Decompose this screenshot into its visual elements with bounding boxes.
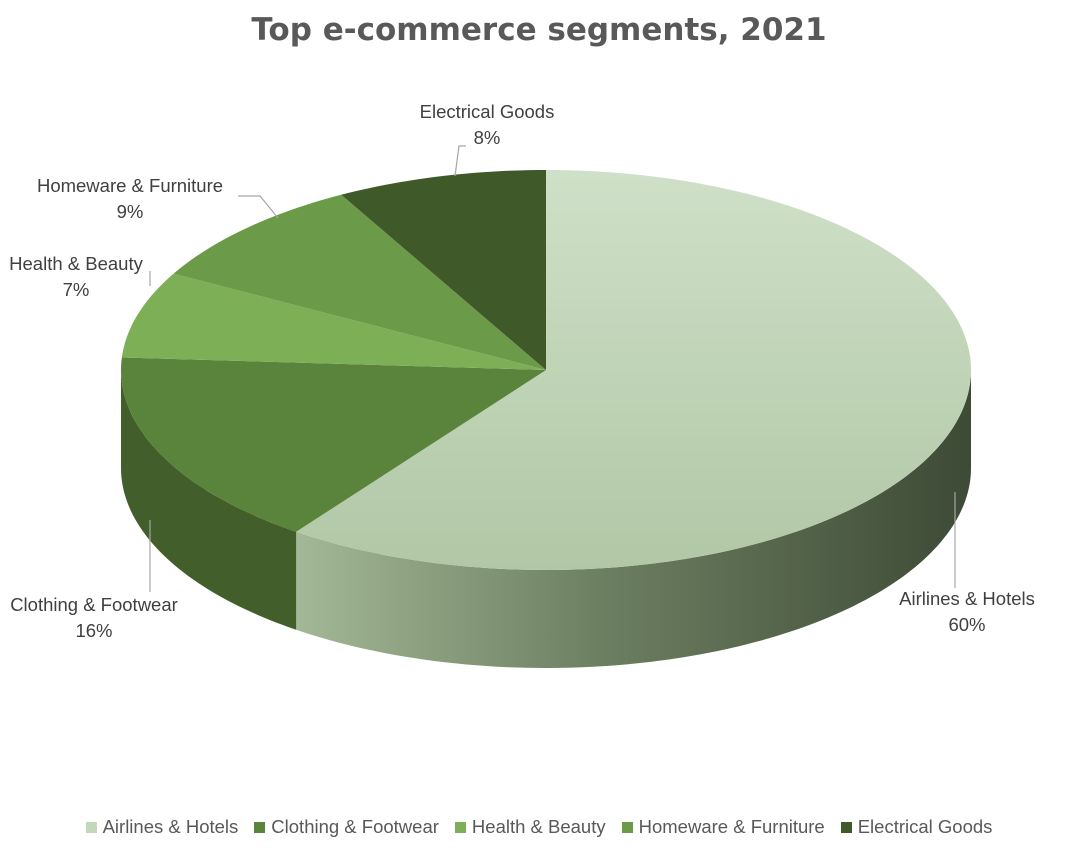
slice-2 (121, 273, 546, 370)
data-label-value: 16% (75, 620, 113, 641)
leader-line-4 (454, 145, 466, 177)
slice-1 (121, 357, 546, 532)
legend-swatch (85, 822, 97, 833)
leader-lines (149, 145, 956, 592)
legend-swatch (454, 822, 466, 833)
data-label-2: Health & Beauty 7% (9, 251, 143, 303)
legend-swatch (254, 822, 266, 833)
legend-item-1: Clothing & Footwear (254, 816, 439, 838)
data-label-4: Electrical Goods 8% (420, 99, 555, 151)
slice-3 (173, 194, 546, 370)
legend-item-3: Homeware & Furniture (621, 816, 825, 838)
legend-label: Homeware & Furniture (638, 816, 825, 837)
data-label-value: 60% (948, 614, 986, 635)
legend-label: Electrical Goods (857, 816, 993, 837)
leader-line-3 (238, 195, 279, 219)
data-label-3: Homeware & Furniture 9% (37, 173, 223, 225)
slice-0 (296, 170, 971, 570)
data-label-category: Electrical Goods (419, 101, 555, 122)
legend-label: Clothing & Footwear (271, 816, 439, 837)
legend: Airlines & Hotels Clothing & Footwear Heal… (0, 816, 1078, 838)
data-label-category: Clothing & Footwear (10, 594, 178, 615)
legend-swatch (621, 822, 633, 833)
legend-label: Health & Beauty (471, 816, 606, 837)
legend-swatch (840, 822, 852, 833)
pie-sides (121, 370, 971, 668)
data-label-category: Homeware & Furniture (36, 175, 224, 196)
legend-item-2: Health & Beauty (454, 816, 606, 838)
data-label-value: 8% (473, 127, 501, 148)
legend-label: Airlines & Hotels (102, 816, 239, 837)
slice-4 (341, 170, 546, 370)
pie-slices (121, 170, 971, 570)
data-label-value: 9% (116, 201, 144, 222)
chart-title: Top e-commerce segments, 2021 (251, 12, 827, 48)
slice-side-1 (121, 370, 297, 630)
data-label-1: Clothing & Footwear 16% (10, 592, 178, 644)
legend-item-0: Airlines & Hotels (85, 816, 239, 838)
data-label-0: Airlines & Hotels 60% (899, 586, 1035, 638)
data-label-category: Health & Beauty (9, 253, 143, 274)
data-label-value: 7% (62, 279, 90, 300)
legend-item-4: Electrical Goods (840, 816, 993, 838)
data-label-category: Airlines & Hotels (899, 588, 1035, 609)
slice-side-0 (296, 370, 971, 668)
